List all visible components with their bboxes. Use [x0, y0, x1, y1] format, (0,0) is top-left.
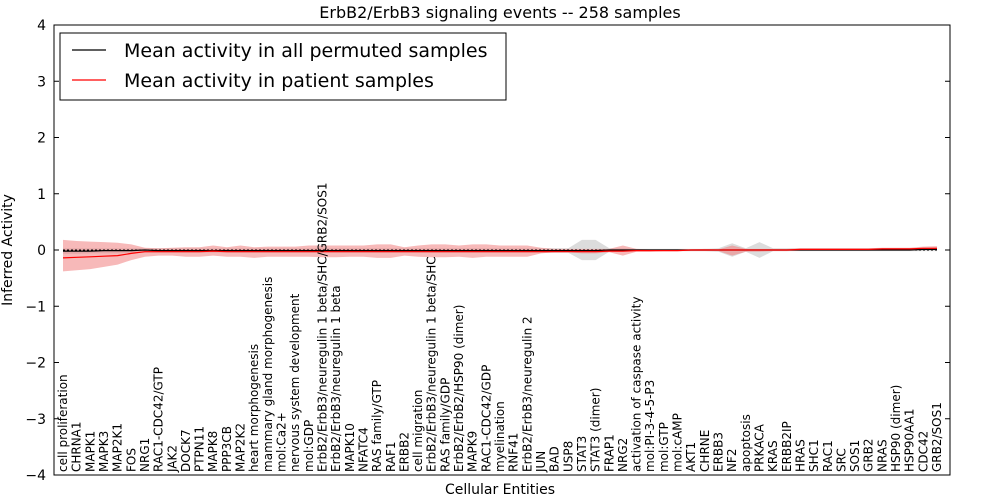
category-label: FOS [124, 448, 138, 472]
category-label: ErbB2/ErbB3/neuregulin 1 beta [329, 285, 343, 472]
category-label: CHRNE [698, 430, 712, 472]
category-label: mol:GTP [657, 422, 671, 472]
category-label: apoptosis [739, 414, 753, 472]
category-label: ErbB2/ErbB3/neuregulin 2 [520, 316, 534, 472]
category-label: ERBB3 [712, 432, 726, 472]
category-label: mammary gland morphogenesis [261, 277, 275, 472]
category-labels: cell proliferation CHRNA1 MAPK1 MAPK3 MAP2K1… [56, 183, 944, 474]
category-label: cell migration [411, 390, 425, 472]
category-label: AKT1 [684, 442, 698, 472]
y-tick-label: −1 [25, 299, 46, 315]
category-label: RAC1 [821, 440, 835, 472]
category-label: RNF41 [507, 433, 521, 473]
category-label: myelination [493, 401, 507, 472]
y-tick-label: −3 [25, 412, 46, 428]
category-label: MAPK3 [97, 431, 111, 472]
category-label: heart morphogenesis [247, 344, 261, 472]
y-tick-label: 0 [37, 243, 46, 259]
category-label: USP8 [561, 441, 575, 472]
category-label: SOS1 [848, 440, 862, 472]
category-label: MAPK9 [466, 431, 480, 472]
legend-label-patient: Mean activity in patient samples [124, 70, 434, 92]
category-label: RAC1-CDC42/GTP [152, 367, 166, 472]
y-axis-label: Inferred Activity [0, 194, 16, 306]
category-label: HSP90 (dimer) [889, 385, 903, 472]
category-label: mol:GDP [302, 420, 316, 472]
band-patient [63, 239, 937, 272]
category-label: GRB2 [862, 438, 876, 472]
category-label: GRB2/SOS1 [930, 402, 944, 472]
category-label: NRG1 [138, 438, 152, 472]
legend-box [59, 32, 507, 101]
category-label: NRAS [875, 439, 889, 472]
category-label: CHRNA1 [70, 421, 84, 472]
category-label: HRAS [793, 439, 807, 472]
plot-frame [53, 24, 951, 476]
category-label: DOCK7 [179, 429, 193, 472]
category-label: STAT3 (dimer) [589, 388, 603, 472]
category-label: RAS family/GDP [438, 378, 452, 472]
category-label: PRKACA [753, 423, 767, 472]
category-label: ERBB2 [397, 432, 411, 472]
category-label: KRAS [766, 440, 780, 472]
category-label: MAPK1 [83, 431, 97, 472]
category-label: STAT3 [575, 436, 589, 472]
y-tick-label: −4 [25, 468, 46, 484]
line-patient [62, 247, 937, 259]
category-label: ErbB2/ErbB3/neuregulin 1 beta/SHC/GRB2/S… [316, 183, 330, 473]
category-label: PPP3CB [220, 426, 234, 472]
category-label: PTPN11 [193, 426, 207, 472]
y-ticks: −4 −3 −2 −1 0 1 2 3 4 [25, 18, 950, 484]
category-label: mol:Ca2+ [275, 412, 289, 472]
category-label: RAF1 [384, 441, 398, 472]
category-label: MAPK10 [343, 423, 357, 472]
category-label: CDC42 [916, 431, 930, 472]
category-label: NFATC4 [356, 427, 370, 472]
category-label: BAD [548, 446, 562, 472]
category-label: JUN [534, 451, 548, 473]
y-tick-label: −2 [25, 356, 46, 372]
category-label: MAP2K1 [111, 423, 125, 472]
category-label: HSP90AA1 [903, 408, 917, 472]
category-label: RAS family/GTP [370, 380, 384, 472]
legend-label-permuted: Mean activity in all permuted samples [124, 40, 487, 62]
category-label: MAPK8 [206, 431, 220, 472]
category-label: nervous system development [288, 293, 302, 472]
category-label: cell proliferation [56, 374, 70, 472]
category-label: FRAP1 [602, 434, 616, 472]
y-tick-label: 2 [37, 131, 46, 147]
category-label: NF2 [725, 449, 739, 473]
category-label: ERBB2IP [780, 421, 794, 472]
category-label: NRG2 [616, 438, 630, 472]
category-label: SHC1 [807, 439, 821, 472]
confidence-bands [63, 239, 937, 272]
category-label: mol:PI-3-4-5-P3 [643, 380, 657, 472]
y-tick-label: 1 [37, 187, 46, 203]
x-axis-label: Cellular Entities [445, 482, 555, 498]
chart-title: ErbB2/ErbB3 signaling events -- 258 samp… [319, 3, 680, 22]
category-label: ErbB2/ErbB2/HSP90 (dimer) [452, 305, 466, 472]
category-label: MAP2K2 [234, 423, 248, 472]
category-label: JAK2 [165, 445, 179, 473]
category-label: ErbB2/ErbB3/neuregulin 1 beta/SHC [425, 256, 439, 472]
category-label: RAC1-CDC42/GDP [479, 365, 493, 472]
category-label: SRC [834, 448, 848, 472]
y-tick-label: 3 [37, 74, 46, 90]
y-tick-label: 4 [37, 18, 46, 34]
category-label: activation of caspase activity [630, 297, 644, 472]
series-lines [62, 247, 937, 259]
category-label: mol:cAMP [671, 413, 685, 472]
legend: Mean activity in all permuted samples Me… [59, 32, 507, 101]
